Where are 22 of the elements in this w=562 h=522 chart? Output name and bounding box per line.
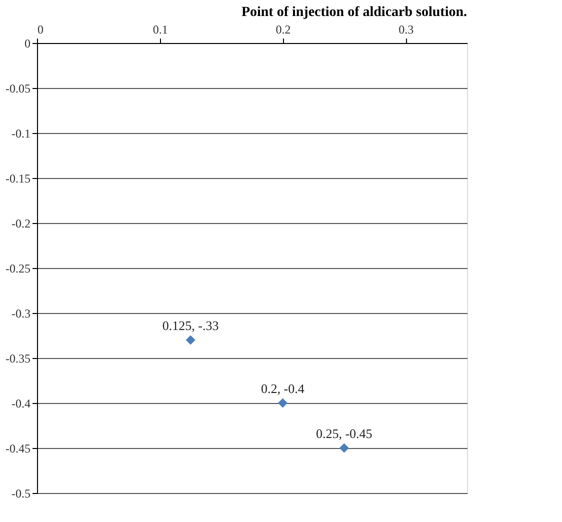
x-tick-label: 0.3 (398, 22, 414, 36)
data-label: 0.125, -.33 (162, 318, 219, 333)
y-tick-label: -0.05 (6, 82, 30, 96)
x-tick-label: 0.1 (152, 22, 168, 36)
x-tick-label: 0 (38, 22, 44, 36)
y-tick-label: -0.4 (12, 396, 30, 410)
y-tick-label: -0.45 (6, 442, 30, 456)
y-tick-label: -0.5 (12, 486, 30, 500)
text: Point of injection of aldicarb solution. (241, 5, 467, 20)
x-tick-label: 0.2 (276, 22, 291, 36)
y-tick-label: -0.35 (6, 352, 30, 366)
data-label: 0.2, -0.4 (261, 381, 305, 396)
point (278, 398, 288, 408)
y-tick-label: -0.2 (12, 216, 30, 230)
point (186, 335, 196, 345)
data-label: 0.25, -0.45 (316, 426, 372, 441)
y-tick-label: -0.15 (6, 172, 30, 186)
y-tick-label: -0.25 (6, 262, 30, 276)
point (339, 443, 349, 453)
y-tick-label: -0.3 (12, 306, 30, 320)
y-tick-label: -0.1 (12, 126, 30, 140)
y-tick-label: 0 (24, 36, 30, 50)
